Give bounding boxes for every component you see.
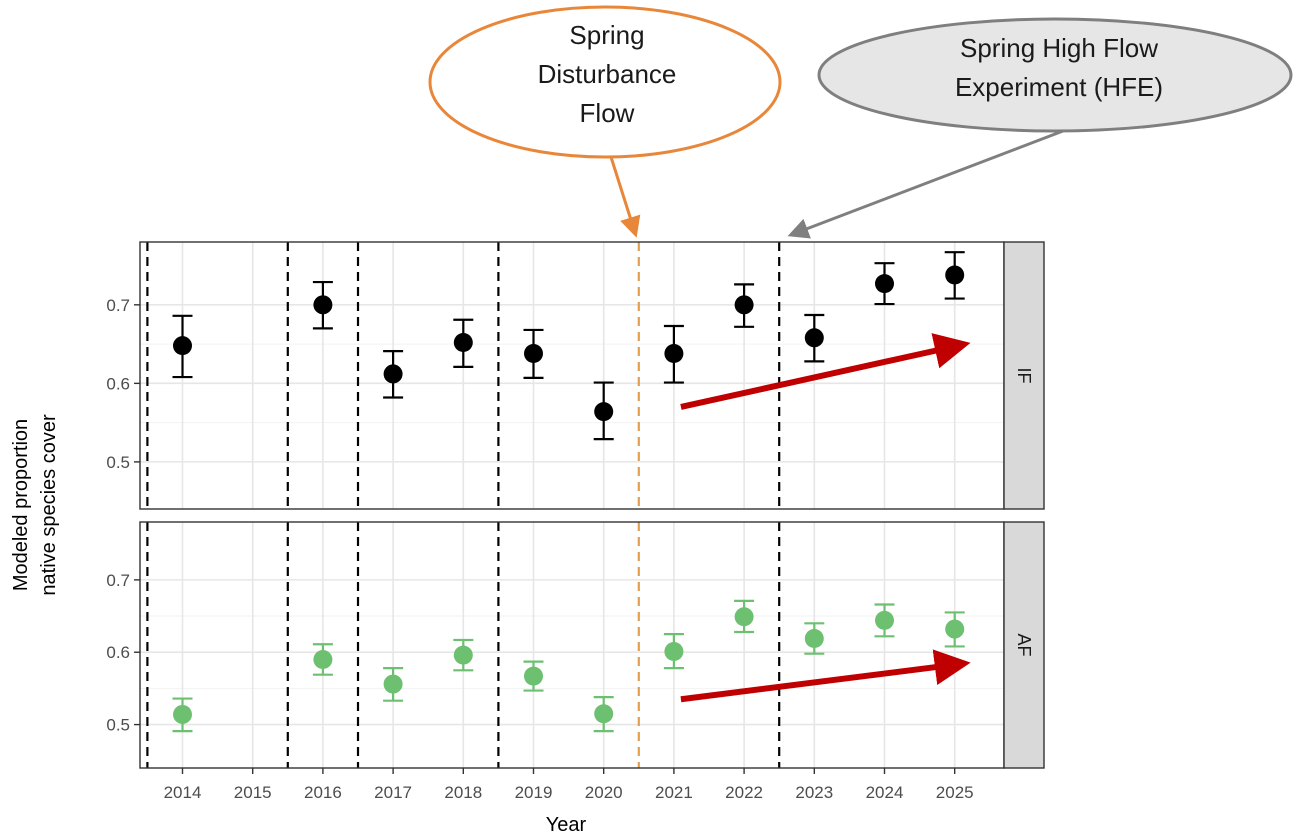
data-point-af <box>383 674 403 694</box>
y-tick-label-if: 0.5 <box>106 453 130 472</box>
axes-layer: Year Modeled proportion native species c… <box>10 296 974 836</box>
data-point-if <box>173 336 192 356</box>
x-tick-label: 2020 <box>585 783 623 802</box>
facet-label-if: IF <box>1014 368 1034 384</box>
x-tick-label: 2014 <box>164 783 202 802</box>
x-tick-label: 2023 <box>795 783 833 802</box>
callout-spring-disturbance-flow-text: Flow <box>580 98 635 128</box>
y-tick-label-if: 0.7 <box>106 296 130 315</box>
x-axis-title: Year <box>546 814 587 836</box>
callout-spring-hfe <box>817 17 1293 133</box>
grid-layer <box>140 242 1004 768</box>
callout-spring-hfe-text: Experiment (HFE) <box>955 72 1163 102</box>
data-point-af <box>313 649 333 669</box>
x-tick-label: 2019 <box>515 783 553 802</box>
data-point-af <box>945 619 965 639</box>
x-tick-label: 2024 <box>866 783 904 802</box>
data-point-if <box>664 344 684 364</box>
data-point-af <box>594 704 614 724</box>
callout-pointer-spring-hfe <box>787 129 1064 239</box>
y-tick-label-af: 0.5 <box>106 716 130 735</box>
callout-pointer-spring-disturbance-flow <box>609 156 641 238</box>
annotations-layer: Spring Disturbance Flow Spring High Flow Exp… <box>428 5 1293 239</box>
data-point-if <box>453 333 473 353</box>
data-point-if <box>594 402 614 422</box>
callout-spring-disturbance-flow <box>428 5 782 159</box>
data-point-if <box>313 295 333 315</box>
trend-arrow-if <box>680 333 971 410</box>
x-tick-label: 2018 <box>444 783 482 802</box>
callout-spring-disturbance-flow-text: Disturbance <box>538 59 677 89</box>
data-point-if <box>383 364 403 384</box>
data-point-if <box>804 328 824 348</box>
data-point-af <box>664 642 684 662</box>
data-point-af <box>875 610 894 630</box>
data-point-if <box>734 295 754 315</box>
x-tick-label: 2015 <box>234 783 272 802</box>
facet-label-af: AF <box>1014 633 1034 656</box>
y-tick-label-af: 0.6 <box>106 643 130 662</box>
reference-lines-layer <box>146 242 781 768</box>
y-tick-label-af: 0.7 <box>106 571 130 590</box>
x-tick-label: 2016 <box>304 783 342 802</box>
data-point-af <box>524 666 543 686</box>
data-point-af <box>173 704 192 724</box>
x-tick-label: 2021 <box>655 783 693 802</box>
panel-border-af <box>139 521 1005 769</box>
callout-spring-hfe-text: Spring High Flow <box>960 33 1158 63</box>
y-tick-label-if: 0.6 <box>106 374 130 393</box>
data-point-af <box>453 645 473 665</box>
data-point-if <box>524 344 543 364</box>
panel-border-if <box>139 241 1005 510</box>
facet-strip-af <box>1003 521 1045 769</box>
x-tick-label: 2017 <box>374 783 412 802</box>
data-point-if <box>875 274 894 294</box>
y-axis-title-line-2: native species cover <box>38 414 60 596</box>
data-point-af <box>734 607 754 627</box>
y-axis-title-line-1: Modeled proportion <box>10 419 32 591</box>
points-layer <box>172 251 971 733</box>
data-point-if <box>945 265 965 285</box>
frame-layer: IF AF <box>139 241 1045 769</box>
x-tick-label: 2022 <box>725 783 763 802</box>
x-tick-label: 2025 <box>936 783 974 802</box>
trend-arrow-af <box>680 649 971 703</box>
callout-spring-disturbance-flow-text: Spring <box>569 20 644 50</box>
facet-strip-if <box>1003 241 1045 510</box>
data-point-af <box>804 628 824 648</box>
